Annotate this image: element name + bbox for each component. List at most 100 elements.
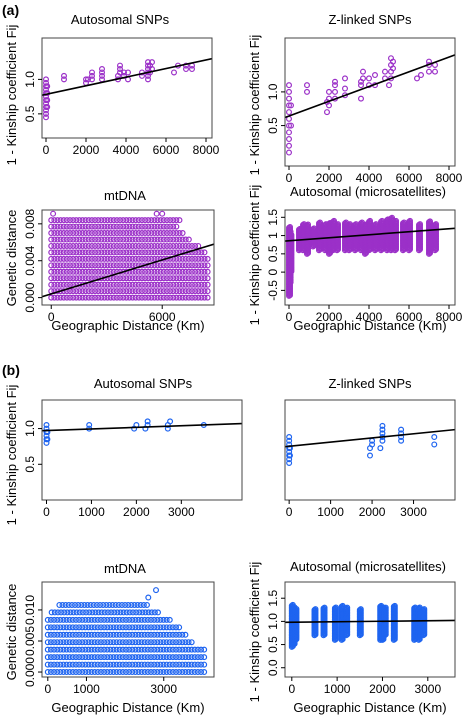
data-point bbox=[142, 217, 149, 224]
plot-area bbox=[42, 57, 212, 121]
data-point bbox=[135, 249, 142, 256]
data-point bbox=[135, 217, 142, 224]
data-point bbox=[312, 606, 319, 613]
data-point bbox=[163, 249, 170, 256]
data-point bbox=[60, 268, 67, 275]
regression-line bbox=[42, 243, 214, 298]
data-point bbox=[91, 654, 98, 661]
data-point bbox=[157, 661, 164, 668]
data-point bbox=[188, 242, 195, 249]
data-point bbox=[104, 255, 111, 262]
data-point bbox=[63, 262, 70, 269]
data-point bbox=[167, 275, 174, 282]
data-point bbox=[88, 639, 95, 646]
data-point bbox=[141, 661, 148, 668]
data-point bbox=[122, 639, 129, 646]
data-point bbox=[198, 281, 205, 288]
data-point bbox=[63, 646, 70, 653]
data-point bbox=[160, 646, 167, 653]
data-point bbox=[144, 654, 151, 661]
data-point bbox=[126, 230, 133, 237]
data-point bbox=[132, 294, 139, 301]
data-point bbox=[135, 230, 142, 237]
data-point bbox=[147, 631, 154, 638]
data-point bbox=[142, 275, 149, 282]
data-point bbox=[173, 639, 180, 646]
data-point bbox=[120, 230, 127, 237]
x-tick-label: 6000 bbox=[396, 171, 423, 185]
plot-area bbox=[285, 214, 455, 299]
data-point bbox=[163, 639, 170, 646]
data-point bbox=[332, 78, 339, 85]
data-point bbox=[182, 255, 189, 262]
data-point bbox=[57, 217, 64, 224]
data-point bbox=[44, 97, 51, 104]
data-point bbox=[110, 230, 117, 237]
data-point bbox=[51, 609, 58, 616]
data-point bbox=[176, 669, 183, 676]
data-point bbox=[117, 262, 124, 269]
data-point bbox=[204, 288, 211, 295]
data-point bbox=[145, 62, 152, 69]
data-point bbox=[427, 218, 434, 225]
data-point bbox=[304, 82, 311, 89]
data-point bbox=[157, 631, 164, 638]
data-point bbox=[101, 281, 108, 288]
data-point bbox=[104, 249, 111, 256]
data-point bbox=[98, 288, 105, 295]
data-point bbox=[151, 217, 158, 224]
regression-line bbox=[285, 428, 455, 448]
data-point bbox=[157, 249, 164, 256]
data-point bbox=[188, 288, 195, 295]
data-point bbox=[324, 109, 331, 116]
data-point bbox=[145, 249, 152, 256]
data-point bbox=[286, 142, 293, 149]
data-point bbox=[107, 255, 114, 262]
data-point bbox=[132, 217, 139, 224]
data-point bbox=[81, 601, 88, 608]
data-point bbox=[88, 654, 95, 661]
data-point bbox=[176, 262, 183, 269]
data-point bbox=[113, 661, 120, 668]
data-point bbox=[98, 66, 105, 73]
data-point bbox=[151, 616, 158, 623]
data-point bbox=[97, 601, 104, 608]
data-point bbox=[57, 669, 64, 676]
data-point bbox=[151, 249, 158, 256]
data-point bbox=[76, 288, 83, 295]
data-point bbox=[42, 100, 49, 107]
data-point bbox=[67, 242, 74, 249]
data-point bbox=[160, 230, 167, 237]
data-point bbox=[129, 669, 136, 676]
data-point bbox=[104, 661, 111, 668]
y-tick-label: 0.005 bbox=[23, 626, 37, 656]
data-point bbox=[60, 661, 67, 668]
chart-title: Autosomal SNPs bbox=[94, 376, 193, 391]
data-point bbox=[76, 236, 83, 243]
data-point bbox=[126, 661, 133, 668]
data-point bbox=[107, 281, 114, 288]
data-point bbox=[95, 223, 102, 230]
data-point bbox=[76, 654, 83, 661]
data-point bbox=[76, 616, 83, 623]
data-point bbox=[142, 294, 149, 301]
data-point bbox=[76, 262, 83, 269]
data-point bbox=[91, 616, 98, 623]
data-point bbox=[141, 639, 148, 646]
data-point bbox=[198, 262, 205, 269]
data-point bbox=[167, 223, 174, 230]
data-point bbox=[70, 249, 77, 256]
data-point bbox=[67, 236, 74, 243]
data-point bbox=[42, 107, 49, 114]
data-point bbox=[73, 275, 80, 282]
data-point bbox=[358, 82, 365, 89]
data-point bbox=[286, 459, 293, 466]
data-point bbox=[91, 639, 98, 646]
data-point bbox=[169, 646, 176, 653]
data-point bbox=[382, 604, 389, 611]
data-point bbox=[116, 639, 123, 646]
data-point bbox=[120, 275, 127, 282]
data-point bbox=[69, 646, 76, 653]
data-point bbox=[166, 631, 173, 638]
data-point bbox=[86, 609, 93, 616]
